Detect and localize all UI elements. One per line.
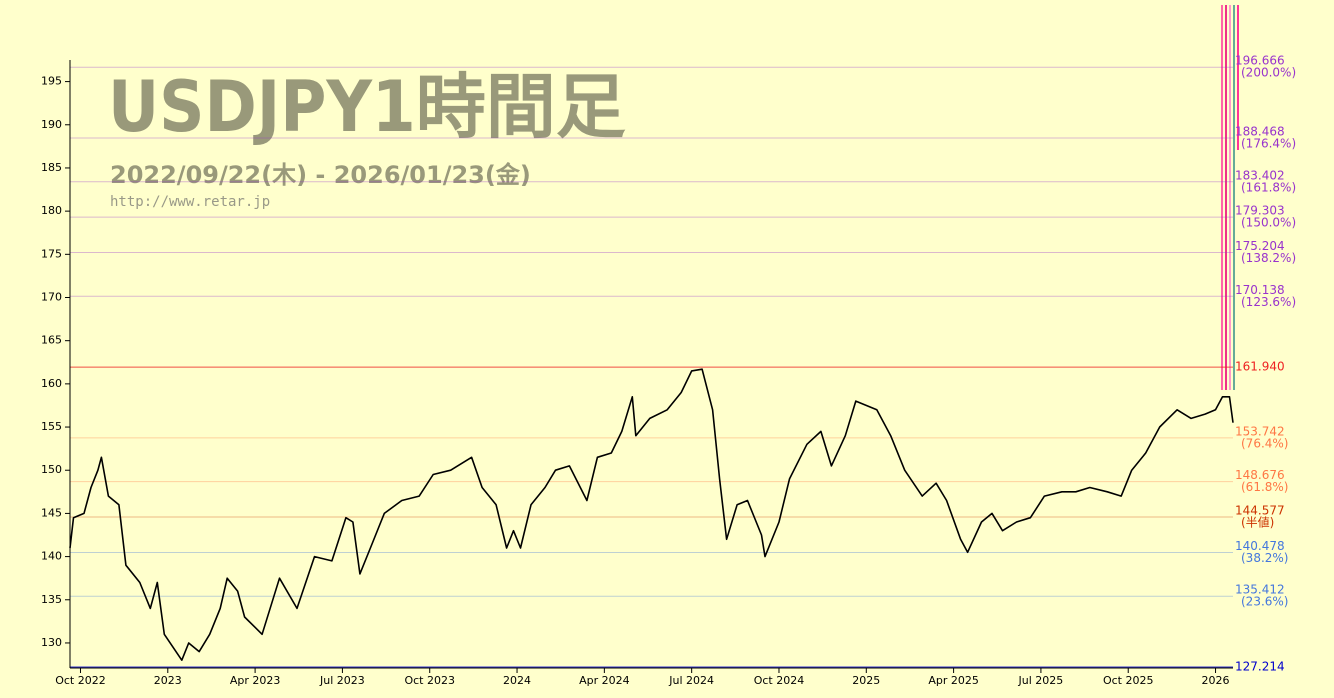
- source: http://www.retar.jp: [110, 194, 270, 210]
- level-label: 135.412: [1235, 583, 1285, 597]
- level-label: 148.676: [1235, 468, 1285, 482]
- x-tick-label: Apr 2023: [230, 674, 281, 687]
- level-label: 179.303: [1235, 204, 1285, 218]
- x-tick-label: 2023: [154, 674, 182, 687]
- level-note: (76.4%): [1241, 436, 1288, 450]
- level-label: 183.402: [1235, 168, 1285, 182]
- level-note: (176.4%): [1241, 137, 1296, 151]
- x-tick-label: 2025: [852, 674, 880, 687]
- x-tick-label: Jul 2024: [668, 674, 714, 687]
- level-note: (150.0%): [1241, 216, 1296, 230]
- level-note: (138.2%): [1241, 251, 1296, 265]
- x-tick-label: Oct 2025: [1103, 674, 1154, 687]
- y-tick-label: 165: [41, 334, 62, 347]
- x-tick-label: Oct 2024: [754, 674, 805, 687]
- level-note: (23.6%): [1241, 595, 1288, 609]
- level-label: 127.214: [1235, 660, 1285, 674]
- level-label: 175.204: [1235, 239, 1285, 253]
- chart-title: USDJPY1時間足: [108, 66, 626, 148]
- x-tick-label: Jul 2025: [1018, 674, 1064, 687]
- y-tick-label: 145: [41, 506, 62, 519]
- y-tick-label: 170: [41, 291, 62, 304]
- y-tick-label: 180: [41, 204, 62, 217]
- right-band: [1221, 5, 1239, 390]
- x-tick-label: Oct 2022: [55, 674, 106, 687]
- y-tick-label: 130: [41, 636, 62, 649]
- x-tick-label: Apr 2025: [928, 674, 979, 687]
- x-tick-label: Apr 2024: [579, 674, 630, 687]
- y-tick-label: 195: [41, 75, 62, 88]
- level-label: 188.468: [1235, 125, 1285, 139]
- level-note: (38.2%): [1241, 551, 1288, 565]
- x-tick-label: Jul 2023: [319, 674, 365, 687]
- level-label: 196.666: [1235, 54, 1285, 68]
- level-note: (200.0%): [1241, 66, 1296, 80]
- subtitle: 2022/09/22(木) - 2026/01/23(金): [110, 161, 531, 189]
- y-tick-label: 150: [41, 463, 62, 476]
- y-tick-label: 160: [41, 377, 62, 390]
- x-tick-label: Oct 2023: [404, 674, 455, 687]
- level-label: 153.742: [1235, 424, 1285, 438]
- y-tick-label: 135: [41, 593, 62, 606]
- x-tick-label: 2026: [1202, 674, 1230, 687]
- price-line: [69, 368, 1234, 661]
- y-tick-label: 140: [41, 550, 62, 563]
- level-label: 161.940: [1235, 360, 1285, 374]
- y-tick-label: 175: [41, 247, 62, 260]
- level-note: (123.6%): [1241, 295, 1296, 309]
- x-tick-label: 2024: [503, 674, 531, 687]
- y-tick-label: 190: [41, 118, 62, 131]
- y-tick-label: 155: [41, 420, 62, 433]
- y-tick-label: 185: [41, 161, 62, 174]
- level-label: 144.577: [1235, 504, 1285, 518]
- level-label: 140.478: [1235, 539, 1285, 553]
- level-note: (161.8%): [1241, 180, 1296, 194]
- level-note: (61.8%): [1241, 480, 1288, 494]
- level-label: 170.138: [1235, 283, 1285, 297]
- level-note: (半値): [1241, 515, 1274, 530]
